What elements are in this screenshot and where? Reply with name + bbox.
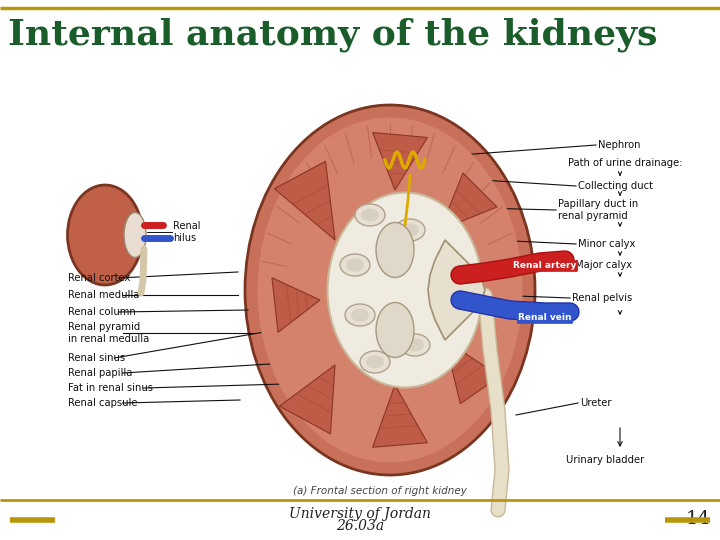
Ellipse shape — [340, 254, 370, 276]
Text: Renal column: Renal column — [68, 307, 136, 317]
Ellipse shape — [258, 118, 523, 462]
Ellipse shape — [351, 308, 369, 321]
Text: Papillary duct in
renal pyramid: Papillary duct in renal pyramid — [558, 199, 638, 221]
Text: Renal pelvis: Renal pelvis — [572, 293, 632, 303]
Text: Minor calyx: Minor calyx — [578, 239, 635, 249]
Ellipse shape — [328, 192, 482, 388]
Text: Renal artery: Renal artery — [513, 261, 577, 271]
Ellipse shape — [355, 204, 385, 226]
Ellipse shape — [345, 304, 375, 326]
Text: Major calyx: Major calyx — [575, 260, 632, 270]
Text: Renal sinus: Renal sinus — [68, 353, 125, 363]
Ellipse shape — [245, 105, 535, 475]
Ellipse shape — [400, 334, 430, 356]
Polygon shape — [279, 365, 335, 434]
Ellipse shape — [346, 259, 364, 272]
Text: Ureter: Ureter — [580, 398, 611, 408]
Ellipse shape — [366, 355, 384, 368]
Text: Internal anatomy of the kidneys: Internal anatomy of the kidneys — [8, 18, 657, 52]
Polygon shape — [445, 340, 500, 404]
Text: Collecting duct: Collecting duct — [578, 181, 653, 191]
Text: Renal papilla: Renal papilla — [68, 368, 132, 378]
Text: Renal
hilus: Renal hilus — [173, 221, 200, 243]
Text: Renal vein: Renal vein — [518, 314, 572, 322]
Polygon shape — [428, 240, 485, 340]
Text: (a) Frontal section of right kidney: (a) Frontal section of right kidney — [293, 486, 467, 496]
Text: Renal cortex: Renal cortex — [68, 273, 130, 283]
Ellipse shape — [376, 222, 414, 278]
Polygon shape — [272, 278, 320, 332]
Polygon shape — [440, 173, 497, 230]
Text: Renal capsule: Renal capsule — [68, 398, 138, 408]
Ellipse shape — [395, 219, 425, 241]
Text: University of Jordan: University of Jordan — [289, 507, 431, 521]
Text: 14: 14 — [685, 510, 710, 528]
Ellipse shape — [376, 302, 414, 357]
Text: Renal medulla: Renal medulla — [68, 290, 140, 300]
Text: Urinary bladder: Urinary bladder — [566, 455, 644, 465]
Text: Nephron: Nephron — [598, 140, 641, 150]
Polygon shape — [274, 161, 335, 240]
Polygon shape — [372, 385, 428, 447]
Text: Renal pyramid
in renal medulla: Renal pyramid in renal medulla — [68, 322, 149, 344]
Ellipse shape — [361, 208, 379, 221]
Ellipse shape — [401, 224, 419, 237]
Ellipse shape — [406, 339, 424, 352]
Polygon shape — [373, 132, 428, 190]
Ellipse shape — [68, 185, 143, 285]
Text: Fat in renal sinus: Fat in renal sinus — [68, 383, 153, 393]
Ellipse shape — [360, 351, 390, 373]
Ellipse shape — [124, 213, 146, 258]
Text: Path of urine drainage:: Path of urine drainage: — [568, 158, 683, 168]
Text: 26.03a: 26.03a — [336, 519, 384, 533]
